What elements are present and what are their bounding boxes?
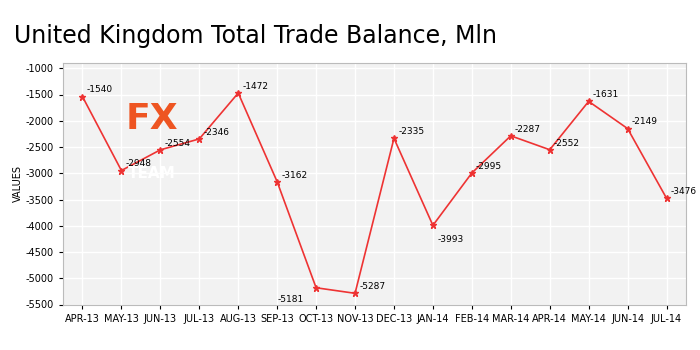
Text: -2287: -2287 — [515, 125, 541, 134]
Text: -2552: -2552 — [554, 139, 580, 148]
Text: -3993: -3993 — [437, 235, 463, 244]
Text: -3162: -3162 — [281, 170, 307, 180]
Text: -1631: -1631 — [593, 90, 619, 99]
Text: -2335: -2335 — [398, 127, 424, 136]
Text: -5287: -5287 — [359, 282, 385, 291]
Text: -2554: -2554 — [164, 139, 190, 148]
Text: -5181: -5181 — [277, 295, 304, 304]
Text: FX: FX — [126, 102, 178, 136]
Text: TEAM: TEAM — [128, 166, 176, 181]
Text: -2149: -2149 — [632, 117, 658, 126]
Text: United Kingdom Total Trade Balance, Mln: United Kingdom Total Trade Balance, Mln — [14, 25, 497, 49]
Text: -2948: -2948 — [125, 159, 152, 168]
Text: -2346: -2346 — [204, 128, 230, 137]
Text: -2995: -2995 — [476, 162, 502, 171]
Text: -1540: -1540 — [87, 85, 113, 94]
Text: -3476: -3476 — [671, 187, 696, 196]
Text: -1472: -1472 — [242, 82, 268, 91]
Y-axis label: VALUES: VALUES — [13, 165, 23, 202]
